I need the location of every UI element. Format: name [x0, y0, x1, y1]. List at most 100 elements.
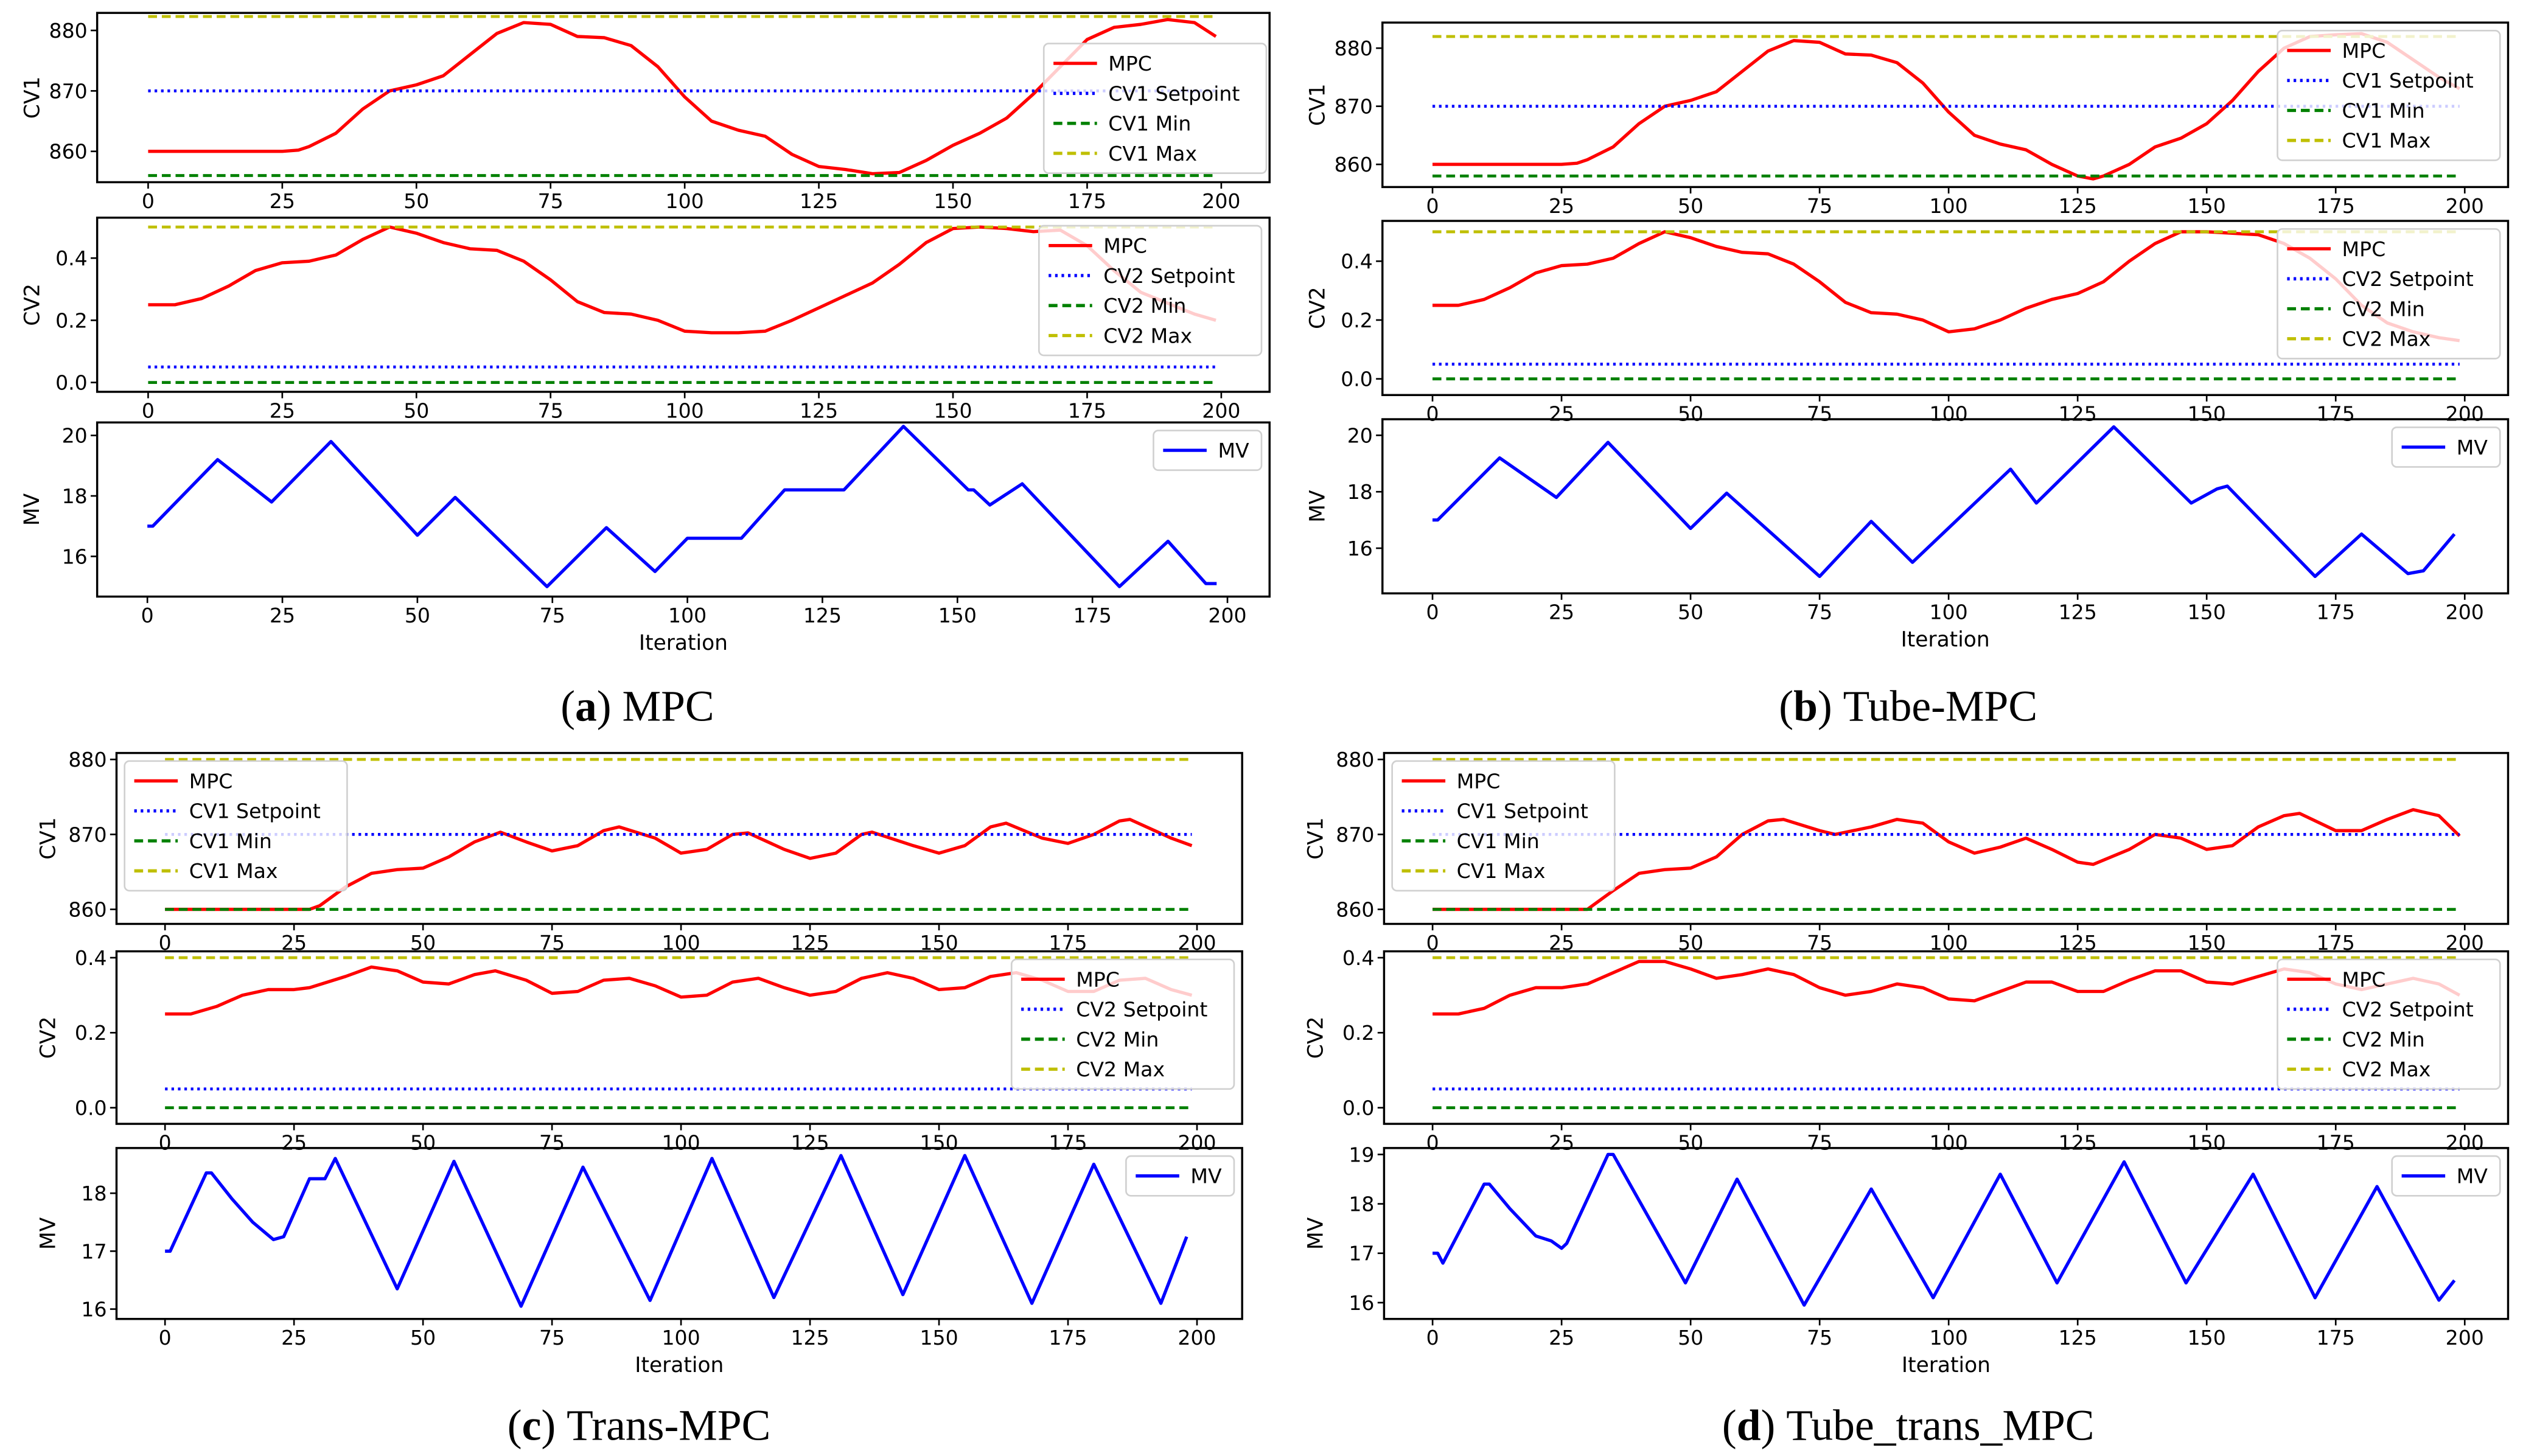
legend-entry: MPC	[2342, 39, 2386, 63]
x-tick-label: 25	[281, 1130, 307, 1154]
x-tick-label: 150	[920, 1130, 958, 1154]
x-tick-label: 200	[1202, 399, 1240, 422]
x-tick-label: 75	[538, 189, 564, 213]
x-tick-label: 200	[2446, 601, 2484, 624]
subplot-mv: 0 25 50 75 100 125 150 175 200 16 17 18 MV Iteration M…	[37, 1147, 1243, 1378]
x-tick-label: 0	[1426, 1326, 1439, 1350]
x-tick-label: 75	[539, 1326, 565, 1350]
x-tick-label: 150	[933, 189, 972, 213]
x-tick-label: 150	[933, 399, 972, 422]
y-tick-label: 0.0	[1342, 1096, 1375, 1120]
x-tick-label: 175	[1068, 189, 1106, 213]
x-tick-label: 150	[2188, 1326, 2226, 1350]
legend-entry: MPC	[2342, 237, 2386, 261]
caption-title: Tube_trans_MPC	[1786, 1401, 2094, 1449]
y-tick-label: 0.0	[55, 371, 88, 395]
x-tick-label: 125	[803, 604, 842, 627]
legend-entry: CV1 Max	[1457, 859, 1546, 883]
legend: MPC CV1 Setpoint CV1 Min CV1 Max	[1042, 43, 1268, 174]
y-tick-label: 870	[1335, 95, 1373, 119]
y-tick-label: 18	[81, 1182, 106, 1205]
legend-box	[1042, 43, 1268, 174]
x-tick-label: 175	[1068, 399, 1106, 422]
y-axis-label: MV	[37, 1217, 61, 1250]
x-tick-label: 25	[270, 399, 295, 422]
legend-entry: MV	[1190, 1165, 1222, 1188]
legend-entry: CV2 Setpoint	[2342, 267, 2474, 291]
y-tick-label: 16	[1347, 537, 1373, 560]
legend-entry: CV1 Setpoint	[1108, 82, 1240, 105]
axes-frame	[115, 751, 1243, 925]
x-tick-label: 50	[403, 399, 429, 422]
panel-caption: (a) MPC	[560, 683, 714, 731]
x-axis-label: Iteration	[1902, 1353, 1991, 1378]
x-tick-label: 100	[1930, 601, 1968, 624]
y-axis-label: CV2	[37, 1017, 61, 1059]
caption-label: b	[1793, 683, 1818, 731]
subplot-cv2: 0 25 50 75 100 125 150 175 200 0.0 0.2 0.4 CV2 MPC CV2…	[1304, 946, 2510, 1154]
axes-frame	[96, 217, 1271, 393]
x-tick-label: 150	[2188, 1130, 2226, 1154]
y-axis-label: MV	[20, 493, 44, 526]
x-tick-label: 0	[1426, 931, 1439, 955]
x-tick-label: 25	[1549, 402, 1574, 426]
x-tick-label: 75	[1807, 1326, 1832, 1350]
x-tick-label: 200	[2446, 194, 2484, 218]
x-tick-label: 175	[1049, 1326, 1087, 1350]
subplot-cv2: 0 25 50 75 100 125 150 175 200 0.0 0.2 0.4 CV2 MPC CV2…	[1305, 220, 2510, 426]
legend: MV	[2391, 426, 2501, 468]
x-tick-label: 0	[159, 931, 172, 955]
subplot-cv2: 0 25 50 75 100 125 150 175 200 0.0 0.2 0.4 CV2 MPC CV2…	[37, 946, 1243, 1154]
y-tick-label: 19	[1349, 1143, 1374, 1166]
legend-entry: MPC	[1457, 769, 1501, 793]
y-tick-label: 0.0	[75, 1096, 107, 1120]
x-tick-label: 125	[790, 1326, 829, 1350]
legend-entry: CV1 Max	[189, 859, 278, 883]
legend-entry: CV2 Max	[2342, 1057, 2431, 1081]
axes-frame	[115, 1147, 1243, 1320]
x-tick-label: 100	[661, 1326, 700, 1350]
y-tick-label: 20	[1347, 423, 1373, 447]
series-mv	[1432, 425, 2456, 579]
x-tick-label: 100	[1930, 402, 1968, 426]
x-tick-label: 125	[2059, 194, 2097, 218]
y-axis-label: CV2	[1304, 1017, 1328, 1059]
y-tick-label: 860	[1335, 153, 1373, 176]
x-tick-label: 200	[2446, 402, 2484, 426]
caption-label: c	[522, 1401, 542, 1449]
legend-entry: CV1 Min	[2342, 99, 2425, 122]
x-tick-label: 125	[2059, 402, 2097, 426]
x-tick-label: 0	[159, 1130, 172, 1154]
legend-entry: CV2 Max	[1103, 324, 1192, 347]
x-tick-label: 150	[2188, 402, 2226, 426]
x-tick-label: 150	[2188, 194, 2226, 218]
y-tick-label: 870	[68, 823, 106, 846]
legend: MV	[1125, 1155, 1235, 1197]
x-tick-label: 175	[1049, 1130, 1087, 1154]
legend-box	[2277, 30, 2501, 161]
legend-entry: CV1 Min	[1457, 829, 1540, 853]
y-tick-label: 0.0	[1341, 367, 1373, 391]
x-tick-label: 50	[1678, 601, 1703, 624]
legend-entry: CV2 Min	[1076, 1028, 1159, 1051]
legend: MPC CV2 Setpoint CV2 Min CV2 Max	[1038, 225, 1263, 357]
series-mpc	[165, 818, 1193, 911]
x-tick-label: 175	[2317, 402, 2355, 426]
x-tick-label: 50	[403, 189, 429, 213]
x-tick-label: 100	[668, 604, 707, 627]
y-tick-label: 0.4	[1341, 249, 1373, 273]
legend-entry: CV2 Min	[2342, 297, 2425, 321]
series-mv	[147, 425, 1217, 588]
legend-box	[2277, 228, 2501, 360]
legend-entry: CV2 Setpoint	[1103, 264, 1235, 288]
legend: MV	[2391, 1155, 2501, 1197]
x-tick-label: 175	[2317, 194, 2355, 218]
y-axis-label: MV	[1305, 490, 1330, 523]
legend-box	[1391, 760, 1616, 892]
y-tick-label: 0.4	[75, 946, 107, 970]
legend-entry: MV	[2457, 1165, 2488, 1188]
y-tick-label: 880	[68, 748, 106, 772]
y-tick-label: 860	[68, 898, 106, 922]
legend-entry: CV1 Setpoint	[189, 799, 321, 823]
